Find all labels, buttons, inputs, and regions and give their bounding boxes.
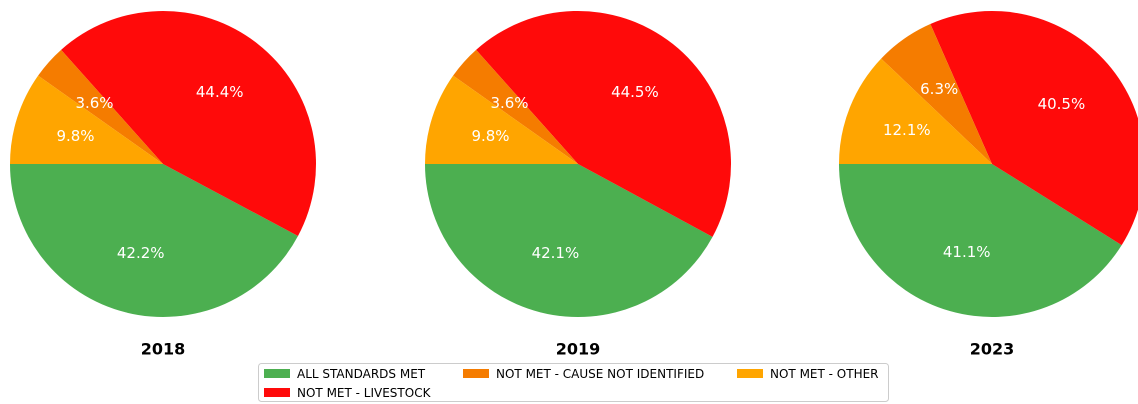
legend: ALL STANDARDS MET NOT MET - CAUSE NOT IDE… [258,363,889,402]
slice-label-2023-not-met-livestock: 40.5% [1038,95,1086,113]
slice-2019-not-met-cause-not-identified [453,49,578,165]
slice-2023-all-standards-met [839,164,1122,317]
slice-2018-all-standards-met [10,164,298,318]
slice-2018-not-met-other [10,75,163,164]
legend-swatch-not-met-cause-not-identified [463,369,489,378]
legend-frame [258,363,889,402]
slice-label-2023-all-standards-met: 41.1% [943,243,991,261]
slice-label-2019-all-standards-met: 42.1% [532,244,580,262]
slice-label-2023-not-met-cause-not-identified: 6.3% [920,80,958,98]
legend-swatch-not-met-other [737,369,763,378]
slice-2023-not-met-other [839,58,992,164]
slice-2018-not-met-cause-not-identified [38,49,163,165]
legend-label-not-met-livestock: NOT MET - LIVESTOCK [297,386,432,400]
slice-2019-all-standards-met [425,164,713,318]
slice-2023-not-met-cause-not-identified [881,23,992,164]
slice-label-2018-all-standards-met: 42.2% [117,244,165,262]
slice-label-2018-not-met-livestock: 44.4% [196,83,244,101]
legend-item-all-standards-met: ALL STANDARDS MET [264,367,426,381]
legend-label-not-met-cause-not-identified: NOT MET - CAUSE NOT IDENTIFIED [496,367,704,381]
pie-2018: 42.2% 44.4% 3.6% 9.8% 2018 [10,10,317,359]
slice-2018-not-met-livestock [61,10,317,237]
pies-group: 42.2% 44.4% 3.6% 9.8% 2018 42.1% 44.5% 3.6% 9.8%… [10,10,1138,359]
pie-title-2023: 2023 [970,340,1015,359]
legend-label-not-met-other: NOT MET - OTHER [770,367,879,381]
pie-title-2019: 2019 [556,340,601,359]
legend-item-not-met-livestock: NOT MET - LIVESTOCK [264,386,432,400]
pie-title-2018: 2018 [141,340,186,359]
slice-label-2018-not-met-other: 9.8% [56,127,94,145]
slice-2019-not-met-livestock [476,10,732,237]
pie-2023: 41.1% 40.5% 6.3% 12.1% 2023 [839,11,1138,359]
slice-label-2019-not-met-cause-not-identified: 3.6% [490,94,528,112]
legend-item-not-met-cause-not-identified: NOT MET - CAUSE NOT IDENTIFIED [463,367,704,381]
slice-2023-not-met-livestock [930,11,1138,246]
legend-item-not-met-other: NOT MET - OTHER [737,367,879,381]
slice-label-2019-not-met-livestock: 44.5% [611,83,659,101]
legend-label-all-standards-met: ALL STANDARDS MET [297,367,426,381]
slice-label-2023-not-met-other: 12.1% [883,121,931,139]
slice-2019-not-met-other [425,75,578,164]
slice-label-2019-not-met-other: 9.8% [471,127,509,145]
slice-label-2018-not-met-cause-not-identified: 3.6% [75,94,113,112]
legend-swatch-not-met-livestock [264,388,290,397]
legend-swatch-all-standards-met [264,369,290,378]
pie-2019: 42.1% 44.5% 3.6% 9.8% 2019 [425,10,732,359]
